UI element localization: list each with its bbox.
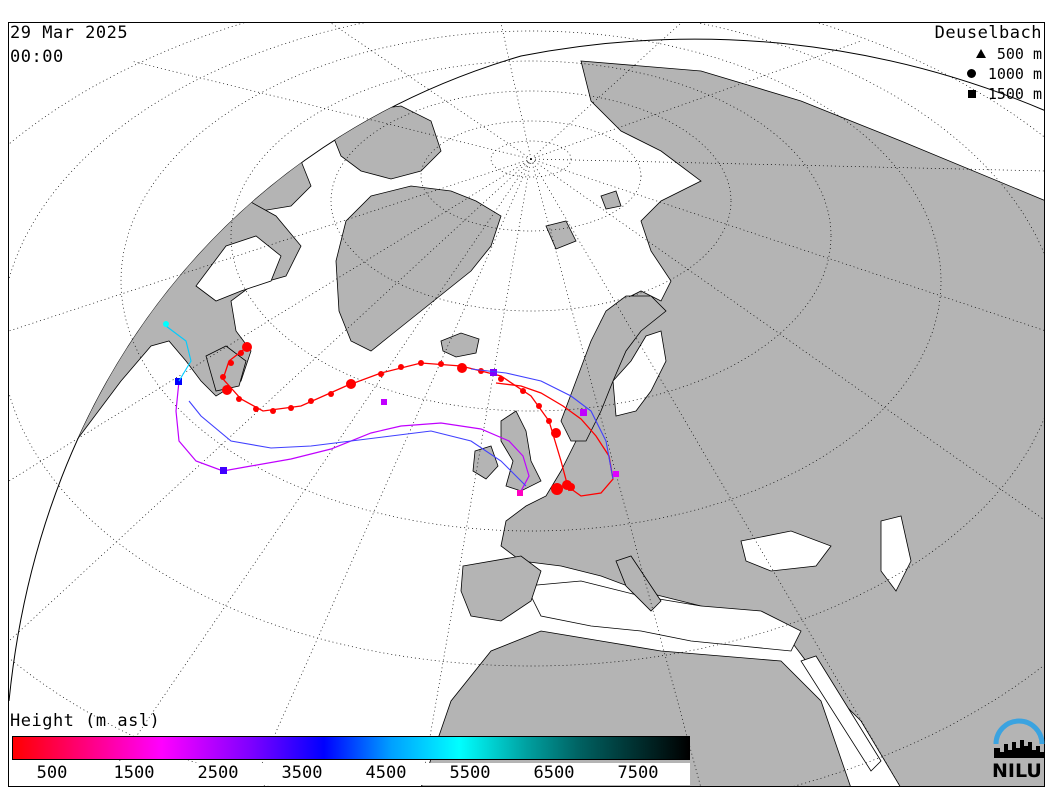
legend-label: 500 m: [996, 45, 1042, 63]
legend-item-1500m: 1500 m: [966, 85, 1042, 103]
legend-label: 1500 m: [987, 85, 1042, 103]
globe-limb: [9, 38, 1044, 702]
trajectory-upper: [188, 368, 614, 487]
iberia: [460, 555, 542, 622]
scandinavia: [560, 295, 667, 442]
nilu-logo-text: NILU: [992, 760, 1042, 782]
map-frame: [8, 22, 1045, 787]
colorbar-tick: 6500: [533, 763, 575, 783]
colorbar-title: Height (m asl): [10, 711, 161, 731]
station-label: Deuselbach: [934, 23, 1042, 43]
time-label: 00:00: [10, 47, 64, 67]
square-icon: [966, 88, 978, 100]
colorbar-tick: 7500: [617, 763, 659, 783]
trajectory-1500m-markers: [175, 369, 619, 496]
triangle-icon: [975, 48, 987, 60]
iceland: [440, 332, 480, 358]
colorbar-ticks: 500 1500 2500 3500 4500 5500 6500 7500: [12, 763, 690, 785]
date-label: 29 Mar 2025: [10, 23, 129, 43]
map-canvas: [9, 23, 1044, 786]
graticule: [9, 23, 1044, 786]
colorbar-tick: 1500: [113, 763, 155, 783]
circle-icon: [966, 68, 978, 80]
colorbar-tick: 3500: [281, 763, 323, 783]
height-colorbar: [12, 736, 690, 760]
colorbar-tick: 2500: [197, 763, 239, 783]
legend-item-1000m: 1000 m: [966, 65, 1042, 83]
legend-item-500m: 500 m: [975, 45, 1042, 63]
trajectory-1000m: [495, 382, 614, 497]
canadian-arctic: [330, 105, 442, 180]
greenland: [335, 185, 502, 352]
great-britain: [500, 410, 542, 492]
eurasia: [500, 60, 1044, 786]
legend-label: 1000 m: [987, 65, 1042, 83]
trajectory-500m-markers: [220, 342, 575, 495]
colorbar-tick: 500: [36, 763, 68, 783]
nilu-logo-icon: [993, 718, 1045, 758]
source-station-marker: [562, 480, 572, 490]
colorbar-tick: 4500: [365, 763, 407, 783]
trajectory-top: [165, 325, 192, 382]
colorbar-tick: 5500: [449, 763, 491, 783]
